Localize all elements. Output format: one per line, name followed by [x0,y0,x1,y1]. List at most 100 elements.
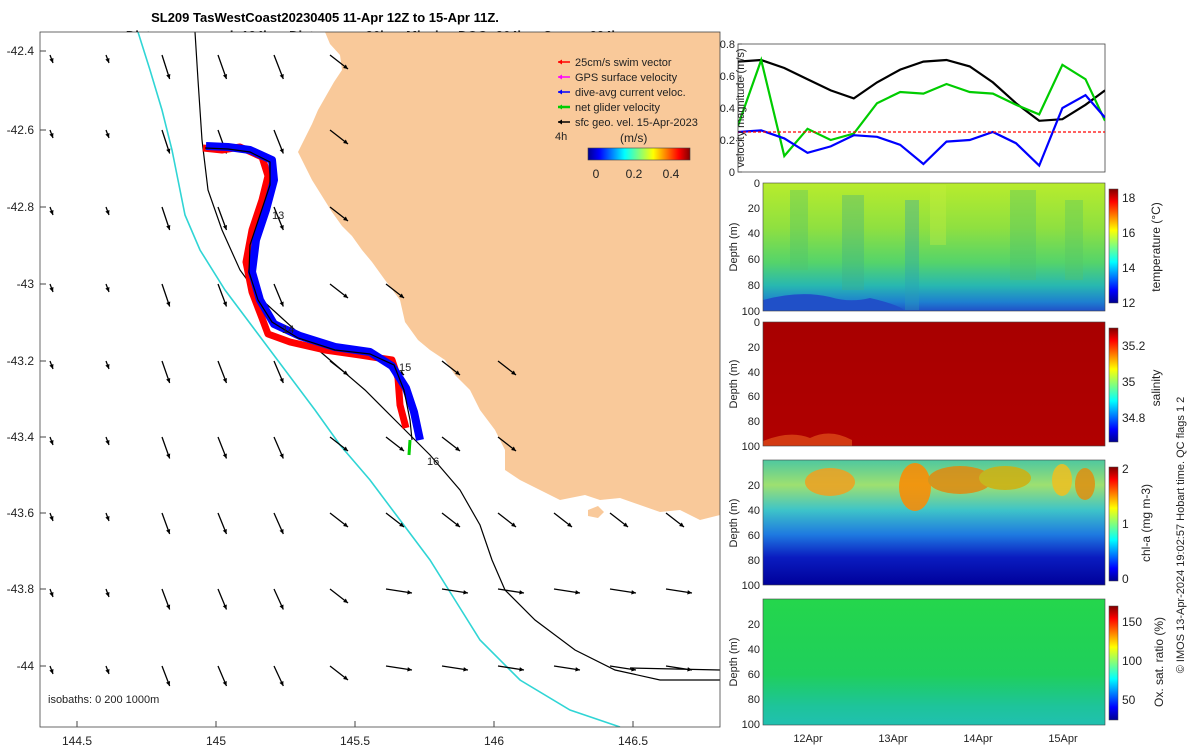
geo-vector-head [105,210,110,215]
velocity-series-0 [738,58,1105,122]
depth-tick: 100 [742,719,760,731]
velocity-series-1 [738,56,1105,159]
map-y-axis: -42.4 -42.6 -42.8 -43 -43.2 -43.4 -43.6 … [7,44,46,673]
legend-label: sfc geo. vel. 15-Apr-2023 [575,117,698,129]
velocity-tick-label: 0.2 [720,135,735,147]
day-label-16: 16 [427,456,439,468]
geo-vector-head [455,522,460,527]
legend-label: dive-avg current veloc. [575,87,686,99]
salinity-frame [762,321,1106,447]
geo-vector-head [49,592,54,597]
geo-vector-head [166,453,171,459]
map-ytick-label: -42.8 [7,200,35,214]
isobath-200m [137,32,621,727]
velocity-series-2 [738,93,1105,168]
footer-credit: © IMOS 13-Apr-2024 19:02:57 Hobart time.… [1175,397,1187,674]
geo-vector-head [279,225,284,230]
time-axis: 12Apr 13Apr 14Apr 15Apr [793,733,1078,745]
isobath-1000m [194,32,720,681]
geo-vector-head [455,446,460,451]
geo-vector-head [166,529,171,534]
speed-colorbar [587,147,691,161]
geo-vector-head [455,370,460,375]
geo-vector-head [519,667,524,672]
legend-item-gps: GPS surface velocity [558,72,678,84]
geo-vector-head [343,293,348,298]
geo-vector-head [49,287,54,292]
oxygen-section: Depth (m) 150 100 50 Ox. sat. ratio (%) [728,598,1166,726]
geo-vector-head [105,592,110,597]
section-ylabel: Depth (m) [728,360,740,409]
velocity-tick-label: 0.6 [720,71,735,83]
geo-vector-head [575,590,580,595]
geo-vector-head [166,604,171,610]
depth-tick: 20 [748,342,760,354]
velocity-tick-label: 0.8 [720,39,735,51]
depth-tick: 0 [754,178,760,190]
colorbar-tick: 0 [593,167,600,181]
depth-tick: 20 [748,480,760,492]
isobath-note: isobaths: 0 200 1000m [48,694,159,706]
chla-frame [762,459,1106,586]
geo-vector-head [407,667,412,672]
geo-vector-head [343,446,348,451]
map-ytick-label: -43.6 [7,506,35,520]
section-ylabel: Depth (m) [728,223,740,272]
geo-vector-head [343,598,348,603]
legend-label: net glider velocity [575,102,660,114]
velocity-ylabel: velocity magnitude (m/s) [735,48,747,167]
legend-item-swim: 25cm/s swim vector [558,57,672,69]
velocity-y-axis: 0 0.2 0.4 0.6 0.8 [720,39,742,179]
map-ytick-label: -42.4 [7,44,35,58]
velocity-lines [738,56,1105,168]
colorbar-tick: 0.4 [663,167,680,181]
time-tick: 13Apr [878,733,908,745]
map-xtick-label: 145 [206,734,226,748]
salinity-cbar-tick: 35.2 [1122,339,1146,353]
geo-vector-head [49,210,54,215]
time-tick: 14Apr [963,733,993,745]
chla-bloom-patches [805,463,1095,511]
legend-label: GPS surface velocity [575,72,678,84]
geostrophic-vector-field [49,54,693,687]
geo-vector-head [279,301,284,307]
geo-vector-head [463,590,468,595]
chla-cbar-tick: 0 [1122,572,1129,586]
geo-vector-head [511,446,516,451]
map-xtick-label: 146.5 [618,734,648,748]
geo-vector-head [222,453,227,459]
temperature-cbar-tick: 12 [1122,296,1136,310]
map-ytick-label: -44 [17,659,35,673]
depth-tick: 100 [742,306,760,318]
geo-vector-head [49,58,54,63]
section-depth-ticks: 0 20 40 60 80 100 0 20 40 60 80 100 20 4… [742,178,760,731]
depth-tick: 60 [748,391,760,403]
depth-tick: 60 [748,530,760,542]
geo-vector-head [631,590,636,595]
depth-tick: 60 [748,254,760,266]
geo-vector-head [105,669,110,674]
geo-vector-head [105,287,110,292]
depth-tick: 100 [742,441,760,453]
oxygen-field [763,599,1105,725]
temperature-frame [762,182,1106,312]
map-xtick-label: 146 [484,734,504,748]
map-ytick-label: -43.4 [7,430,35,444]
oxygen-cbar-tick: 150 [1122,615,1142,629]
chla-cbar-tick: 1 [1122,517,1129,531]
geo-vector-head [105,58,110,63]
geo-vector-head [511,522,516,527]
temperature-colorbar [1108,188,1119,304]
depth-tick: 80 [748,555,760,567]
geo-vector-head [343,216,348,221]
land-island [588,506,604,518]
depth-tick: 80 [748,280,760,292]
geo-vector-head [343,64,348,69]
colorbar-prefix: 4h [555,131,567,143]
net-glider-velocity-stub [407,439,412,456]
velocity-tick-label: 0 [729,167,735,179]
day-label-15: 15 [399,362,411,374]
map-x-axis: 144.5 145 145.5 146 146.5 [62,721,648,748]
geo-vector-head [631,667,636,672]
